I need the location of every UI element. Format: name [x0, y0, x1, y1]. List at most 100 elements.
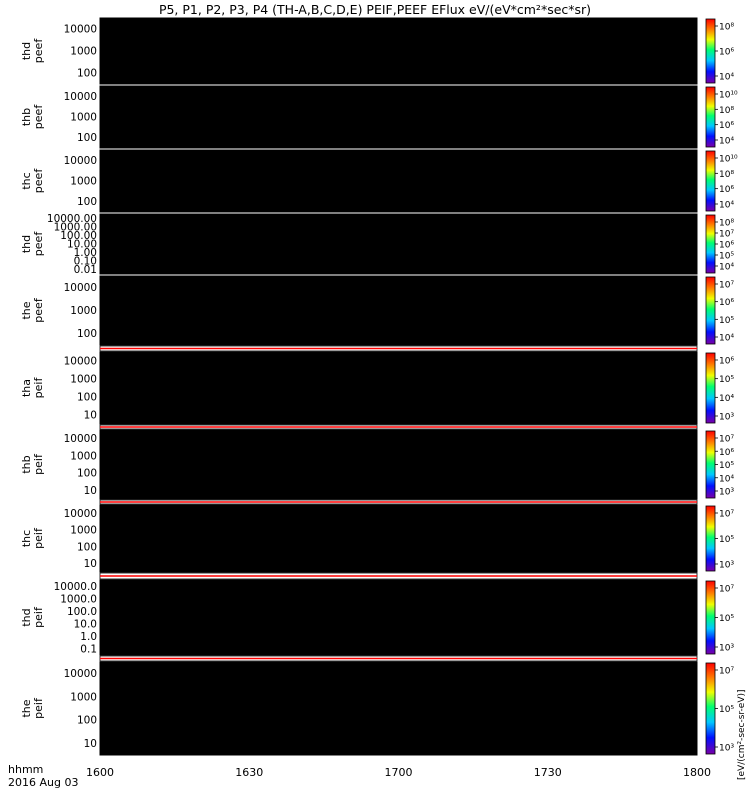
heatmap-cell [398, 174, 424, 182]
heatmap-cell [274, 745, 300, 756]
heatmap-cell [647, 338, 673, 346]
heatmap-cell [299, 416, 325, 425]
heatmap-cell [323, 640, 350, 648]
heatmap-cell [498, 168, 524, 176]
heatmap-cell [224, 708, 250, 719]
heatmap-cell [672, 57, 698, 65]
heatmap-cell [274, 485, 300, 493]
heatmap-cell [547, 366, 574, 375]
heatmap-cell [323, 282, 350, 291]
heatmap-cell [448, 625, 474, 633]
heatmap-cell [224, 256, 250, 263]
heatmap-cell [522, 268, 549, 275]
heatmap-cell [398, 727, 424, 737]
heatmap-cell [473, 402, 499, 411]
heatmap-cell [348, 256, 375, 263]
heatmap-cell [199, 647, 225, 656]
heatmap-cell [199, 244, 225, 251]
heatmap-cell [274, 727, 300, 737]
heatmap-cell [423, 436, 449, 445]
heatmap-cell [274, 117, 300, 124]
heatmap-cell [522, 187, 549, 194]
heatmap-cell [398, 262, 424, 269]
heatmap-cell [398, 518, 424, 526]
heatmap-cell [199, 492, 225, 500]
heatmap-cell [398, 471, 424, 479]
heatmap-cell [572, 141, 598, 149]
heatmap-cell [547, 464, 574, 472]
heatmap-cell [622, 331, 648, 339]
heatmap-cell [498, 232, 524, 239]
heatmap-cell [473, 662, 499, 672]
heatmap-cell [672, 662, 698, 672]
heatmap-cell [149, 595, 176, 603]
heatmap-cell [174, 647, 200, 656]
heatmap-cell [323, 717, 350, 728]
heatmap-cell [174, 98, 200, 106]
heatmap-cell [522, 282, 549, 291]
heatmap-cell [299, 518, 325, 526]
heatmap-cell [522, 70, 549, 78]
heatmap-cell [323, 505, 350, 513]
heatmap-cell [398, 324, 424, 332]
heatmap-cell [622, 492, 648, 500]
heatmap-cell [398, 150, 424, 157]
heatmap-cell [224, 262, 250, 269]
heatmap-cell [522, 317, 549, 325]
heatmap-cell [149, 478, 176, 486]
heatmap-cell [647, 193, 673, 201]
heatmap-cell [224, 580, 250, 588]
heatmap-cell [124, 226, 151, 233]
heatmap-cell [299, 156, 325, 163]
heatmap-cell [547, 135, 574, 143]
heatmap-cell [348, 303, 375, 311]
heatmap-cell [199, 86, 225, 93]
heatmap-cell [274, 538, 300, 546]
heatmap-cell [647, 525, 673, 533]
heatmap-cell [274, 303, 300, 311]
heatmap-cell [224, 199, 250, 207]
heatmap-cell [224, 525, 250, 533]
heatmap-cell [423, 717, 449, 728]
heatmap-cell [199, 70, 225, 78]
heatmap-cell [174, 680, 200, 691]
heatmap-cell [398, 18, 424, 26]
heatmap-cell [274, 388, 300, 396]
heatmap-cell [199, 680, 225, 691]
heatmap-cell [199, 232, 225, 239]
heatmap-cell [498, 220, 524, 227]
heatmap-cell [672, 625, 698, 633]
colorbar-tick-label: 10⁷ [719, 435, 734, 445]
heatmap-cell [622, 745, 648, 756]
heatmap-cell [572, 395, 598, 403]
heatmap-cell [597, 156, 623, 163]
heatmap-cell [597, 551, 623, 560]
heatmap-cell [597, 436, 623, 445]
heatmap-cell [622, 395, 648, 403]
heatmap-cell [299, 92, 325, 99]
heatmap-cell [597, 24, 623, 32]
heatmap-cell [572, 220, 598, 227]
heatmap-cell [597, 77, 623, 85]
heatmap-cell [323, 430, 350, 438]
heatmap-cell [398, 359, 424, 367]
heatmap-cell [398, 57, 424, 65]
heatmap-cell [373, 505, 399, 513]
heatmap-cell [423, 324, 449, 332]
heatmap-cell [448, 317, 474, 325]
heatmap-cell [174, 256, 200, 263]
heatmap-cell [498, 436, 524, 445]
heatmap-cell [274, 632, 300, 641]
heatmap-cell [174, 464, 200, 472]
heatmap-cell [100, 98, 126, 106]
heatmap-cell [100, 123, 126, 130]
heatmap-cell [522, 388, 549, 396]
heatmap-cell [597, 64, 623, 72]
heatmap-cell [473, 187, 499, 194]
heatmap-cell [498, 303, 524, 311]
heatmap-cell [398, 317, 424, 325]
heatmap-cell [100, 380, 126, 389]
heatmap-cell [522, 558, 549, 566]
heatmap-cell [124, 505, 151, 513]
heatmap-cell [249, 538, 275, 546]
